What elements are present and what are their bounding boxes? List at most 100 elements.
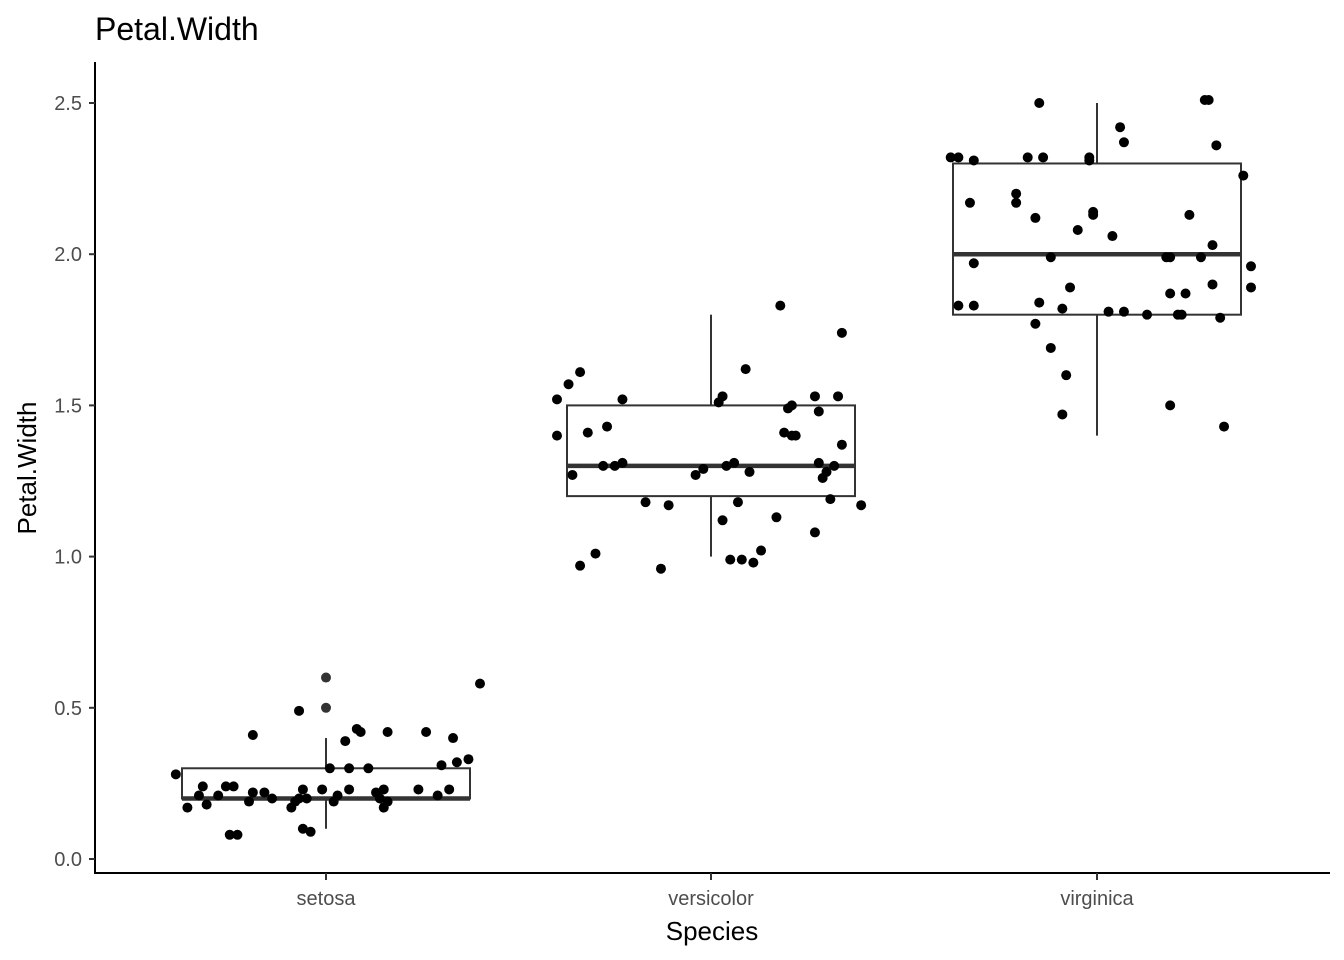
data-point xyxy=(567,469,578,480)
data-point xyxy=(725,554,736,565)
y-axis-title: Petal.Width xyxy=(12,402,42,535)
data-point xyxy=(1084,155,1095,166)
plot-area xyxy=(170,94,1256,840)
data-point xyxy=(294,793,305,804)
data-point xyxy=(786,400,797,411)
data-point xyxy=(432,790,443,801)
x-tick-label: virginica xyxy=(1060,888,1134,910)
data-point xyxy=(1088,206,1099,217)
box xyxy=(952,162,1242,316)
box xyxy=(566,404,856,498)
data-point xyxy=(563,379,574,390)
data-point xyxy=(582,427,593,438)
data-point xyxy=(1246,261,1256,272)
data-point xyxy=(1022,152,1033,163)
data-point xyxy=(1011,188,1022,199)
x-tick-label: versicolor xyxy=(668,888,754,910)
data-point xyxy=(324,763,335,774)
data-point xyxy=(1165,400,1176,411)
data-point xyxy=(1057,303,1068,314)
data-point xyxy=(833,391,844,402)
jitter-points xyxy=(170,94,1256,840)
data-point xyxy=(1034,98,1045,108)
data-point xyxy=(813,457,824,468)
data-point xyxy=(182,802,193,813)
data-point xyxy=(363,763,374,774)
data-point xyxy=(1142,309,1153,320)
data-point xyxy=(717,515,728,526)
data-point xyxy=(244,796,254,807)
data-point xyxy=(617,394,628,405)
data-point xyxy=(421,726,432,737)
data-point xyxy=(224,829,235,840)
data-point xyxy=(1107,231,1118,242)
data-point xyxy=(197,781,208,792)
data-point xyxy=(305,826,316,837)
outlier-point xyxy=(321,702,331,713)
data-point xyxy=(829,460,840,471)
data-point xyxy=(953,300,964,311)
data-point xyxy=(193,790,204,801)
data-point xyxy=(1103,306,1114,317)
data-point xyxy=(771,512,782,523)
data-point xyxy=(856,500,867,511)
data-point xyxy=(721,460,732,471)
data-point xyxy=(1176,309,1187,320)
data-point xyxy=(213,790,224,801)
data-point xyxy=(1211,140,1222,151)
data-point xyxy=(775,300,786,311)
data-point xyxy=(602,421,613,432)
data-point xyxy=(444,784,455,795)
data-point xyxy=(1246,282,1256,293)
data-point xyxy=(382,796,393,807)
box-group xyxy=(952,103,1242,436)
y-tick-label: 0.0 xyxy=(54,849,82,871)
y-tick-label: 0.5 xyxy=(54,698,82,720)
data-point xyxy=(1180,288,1191,299)
data-point xyxy=(382,726,393,737)
data-point xyxy=(575,367,586,378)
data-point xyxy=(436,760,447,771)
data-point xyxy=(825,494,836,505)
data-point xyxy=(232,829,243,840)
data-point xyxy=(779,427,790,438)
x-axis-ticks: setosa versicolor virginica xyxy=(297,873,1135,910)
box-group xyxy=(566,314,856,557)
data-point xyxy=(1215,312,1226,323)
data-point xyxy=(378,784,389,795)
data-point xyxy=(317,784,328,795)
data-point xyxy=(1238,170,1249,181)
data-point xyxy=(1030,318,1041,329)
data-point xyxy=(374,793,385,804)
data-point xyxy=(552,430,562,441)
data-point xyxy=(945,152,956,163)
data-point xyxy=(201,799,212,810)
data-point xyxy=(1038,152,1049,163)
data-point xyxy=(663,500,674,511)
data-point xyxy=(1061,370,1072,381)
data-point xyxy=(813,406,824,417)
data-point xyxy=(740,364,751,375)
y-tick-label: 2.5 xyxy=(54,93,82,115)
data-point xyxy=(259,787,270,798)
data-point xyxy=(964,197,975,208)
data-point xyxy=(836,327,847,338)
data-point xyxy=(836,439,847,450)
data-point xyxy=(809,391,820,402)
data-point xyxy=(1219,421,1230,432)
data-point xyxy=(247,730,258,741)
data-point xyxy=(301,793,312,804)
data-point xyxy=(717,391,728,402)
x-tick-label: setosa xyxy=(297,888,357,910)
data-point xyxy=(640,497,651,508)
data-point xyxy=(1045,342,1056,353)
data-point xyxy=(228,781,239,792)
data-point xyxy=(297,823,308,834)
data-point xyxy=(732,497,743,508)
data-point xyxy=(598,460,609,471)
data-point xyxy=(809,527,820,538)
data-point xyxy=(736,554,747,565)
box-group xyxy=(181,672,471,829)
data-point xyxy=(1115,122,1126,133)
